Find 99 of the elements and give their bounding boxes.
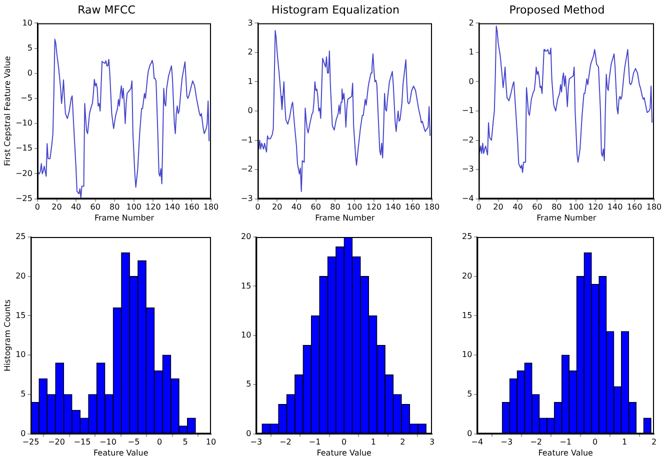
y-tick-label: 20	[462, 271, 472, 280]
x-tick-label: −1	[308, 438, 321, 447]
x-tick-label: 160	[184, 202, 200, 212]
y-tick-label: 10	[240, 330, 252, 340]
x-tick-label: −15	[74, 438, 91, 447]
y-tick-label: −20	[16, 168, 32, 178]
y-tick-label: −25	[16, 194, 32, 203]
x-tick-label: 20	[272, 202, 282, 212]
y-tick-label: 5	[27, 43, 32, 52]
y-tick-label: 15	[240, 281, 252, 290]
y-tick-label: −15	[16, 144, 32, 153]
y-tick-label: 15	[16, 310, 26, 320]
y-tick-label: 25	[462, 232, 472, 242]
x-tick-label: 5	[182, 438, 188, 447]
x-tick-label: 80	[110, 202, 120, 212]
x-tick-label: 10	[206, 438, 216, 447]
x-tick-label: 3	[429, 438, 435, 447]
x-tick-label: −2	[280, 438, 292, 447]
y-tick-label: 15	[462, 310, 472, 320]
y-tick-label: 20	[240, 232, 252, 242]
chart-title: Raw MFCC	[78, 3, 136, 16]
x-tick-label: 100	[568, 202, 584, 212]
x-axis-title: Feature Value	[538, 448, 594, 458]
y-tick-label: 5	[246, 380, 252, 389]
x-tick-label: 0	[34, 202, 40, 212]
x-tick-label: 1	[370, 438, 376, 447]
y-tick-label: −10	[16, 118, 32, 128]
x-axis-title: Feature Value	[316, 448, 372, 458]
x-tick-label: −2	[530, 438, 542, 447]
x-tick-label: 120	[588, 202, 604, 212]
y-tick-label: 5	[467, 390, 472, 399]
x-tick-label: 120	[366, 202, 382, 212]
x-tick-label: 1	[622, 438, 628, 447]
x-tick-label: 180	[646, 202, 662, 212]
y-tick-label: 25	[16, 232, 26, 242]
y-tick-label: 0	[467, 428, 472, 438]
y-tick-label: −2	[462, 135, 474, 144]
x-axis-title: Frame Number	[536, 213, 597, 222]
y-tick-label: 2	[248, 48, 253, 57]
x-tick-label: 0	[592, 438, 598, 447]
x-tick-label: 20	[52, 202, 62, 212]
x-tick-label: 60	[90, 202, 100, 212]
x-tick-label: 0	[255, 202, 260, 212]
y-tick-label: 1	[248, 76, 253, 86]
y-tick-label: 0	[468, 76, 474, 86]
y-axis-title: Histogram Counts	[2, 299, 12, 372]
y-tick-label: 10	[22, 18, 32, 28]
y-tick-label: 1	[468, 48, 474, 57]
x-tick-label: 2	[651, 438, 657, 447]
x-tick-label: −1	[560, 438, 572, 447]
x-tick-label: 160	[626, 202, 642, 212]
y-tick-label: −3	[240, 194, 253, 203]
x-axis-title: Frame Number	[315, 213, 376, 222]
x-tick-label: 40	[70, 202, 82, 212]
x-tick-label: 180	[203, 202, 219, 212]
y-tick-label: −5	[20, 94, 32, 103]
y-tick-label: 10	[462, 350, 472, 360]
chart-title: Histogram Equalization	[272, 3, 400, 16]
x-tick-label: 80	[552, 202, 562, 212]
y-tick-label: −4	[462, 194, 474, 203]
x-tick-label: 180	[424, 202, 440, 212]
x-tick-label: 40	[291, 202, 302, 212]
x-tick-label: 0	[476, 202, 482, 212]
y-tick-label: 5	[20, 390, 26, 399]
y-tick-label: 0	[248, 106, 253, 116]
x-tick-label: −10	[100, 438, 116, 447]
x-tick-label: 100	[126, 202, 142, 212]
x-tick-label: 0	[156, 438, 162, 447]
y-tick-label: 0	[27, 68, 32, 78]
y-tick-label: −1	[240, 135, 253, 144]
x-axis-title: Frame Number	[94, 213, 155, 222]
x-tick-label: 60	[310, 202, 321, 212]
x-tick-label: 100	[346, 202, 362, 212]
x-tick-label: 20	[493, 202, 504, 212]
x-tick-label: 140	[607, 202, 623, 212]
chart-title: Proposed Method	[509, 3, 605, 16]
x-tick-label: 140	[164, 202, 180, 212]
x-tick-label: −3	[500, 438, 513, 447]
y-tick-label: 3	[248, 18, 253, 28]
y-tick-label: −1	[462, 106, 474, 116]
x-tick-label: −20	[48, 438, 65, 447]
y-tick-label: 20	[16, 271, 26, 280]
y-tick-label: 0	[20, 428, 26, 438]
x-axis-title: Feature Value	[94, 448, 148, 458]
x-tick-label: −5	[128, 438, 140, 447]
y-tick-label: 10	[16, 350, 26, 360]
y-tick-label: 0	[246, 428, 252, 438]
y-tick-label: 2	[468, 18, 474, 28]
x-tick-label: 0	[342, 438, 347, 447]
x-tick-label: 160	[405, 202, 420, 212]
y-tick-label: −3	[462, 164, 474, 174]
y-axis-title: First Cepstral Feature Value	[2, 56, 12, 166]
y-tick-label: −2	[240, 164, 253, 174]
x-tick-label: 2	[400, 438, 406, 447]
x-tick-label: 140	[386, 202, 401, 212]
x-tick-label: 80	[330, 202, 340, 212]
x-tick-label: 60	[532, 202, 542, 212]
x-tick-label: 120	[146, 202, 161, 212]
x-tick-label: 40	[512, 202, 523, 212]
